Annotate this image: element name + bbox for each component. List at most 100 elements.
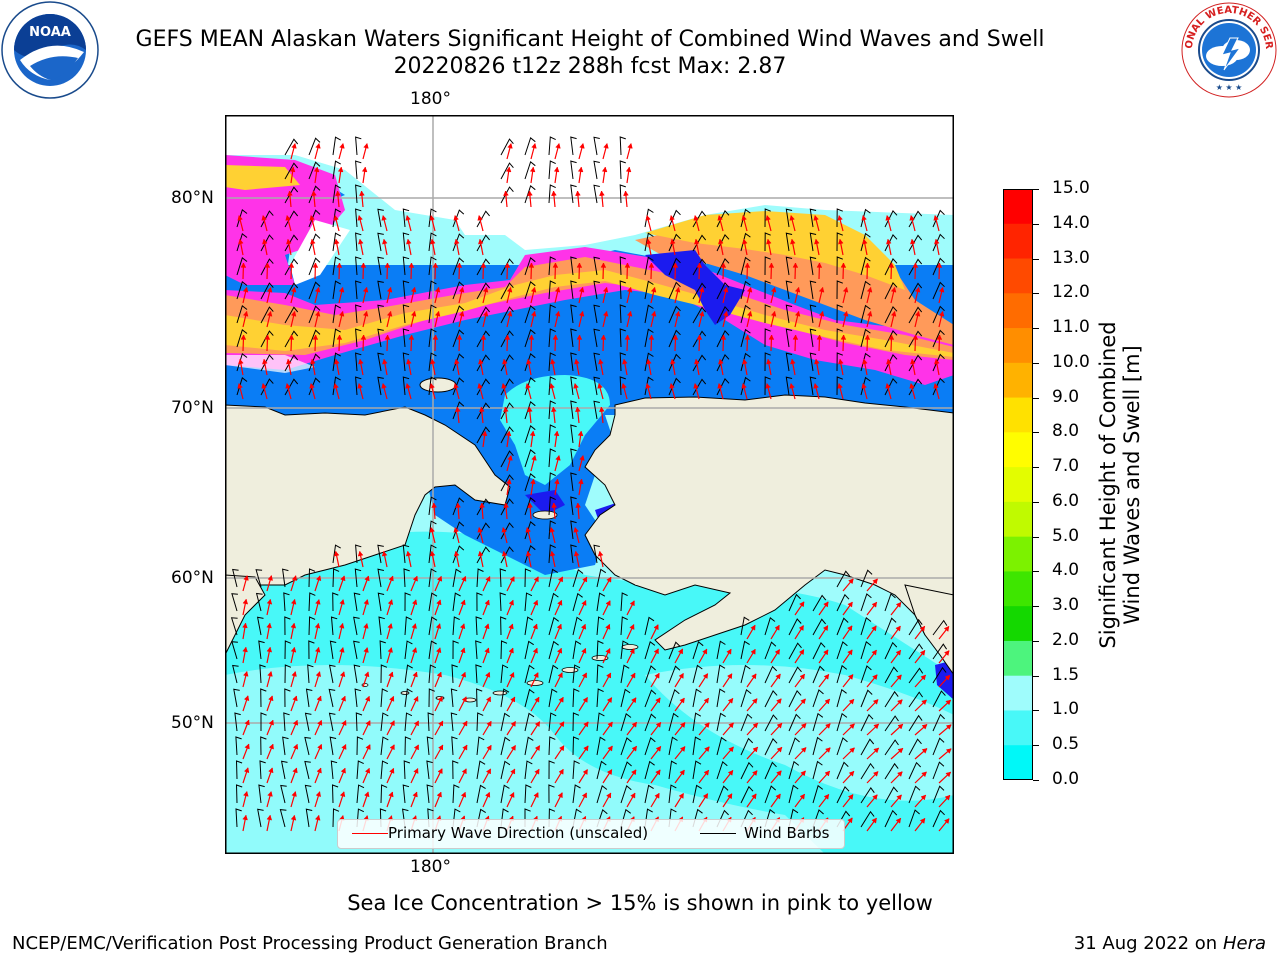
wave-arrow-head (339, 791, 346, 798)
wind-barb (524, 449, 536, 468)
wind-barb (236, 232, 248, 252)
wind-barb (235, 736, 242, 756)
wind-barb (524, 137, 536, 156)
wave-arrow-head (333, 382, 339, 389)
wind-barb (785, 328, 793, 348)
wave-arrow-head (266, 814, 273, 821)
wind-barb (740, 640, 750, 660)
wave-arrow-head (243, 790, 249, 797)
wind-barb (452, 329, 465, 348)
wave-arrow-head (601, 166, 608, 173)
wave-arrow-head (357, 382, 363, 389)
wave-arrow-head (388, 671, 394, 678)
wave-arrow-head (339, 646, 345, 653)
wind-barb (836, 328, 843, 348)
wind-barb (452, 545, 465, 564)
wind-barb (259, 760, 266, 780)
wind-barb (620, 761, 632, 780)
wave-arrow-head (510, 744, 516, 751)
wave-arrow-head (848, 770, 855, 777)
wave-arrow-head (550, 358, 556, 365)
colorbar-tick-label: 14.0 (1052, 212, 1090, 233)
wind-barb (692, 760, 702, 780)
wave-arrow-head (741, 214, 747, 221)
wave-arrow-head (365, 744, 371, 751)
wave-arrow-head (434, 310, 441, 317)
wave-arrow-head (412, 671, 418, 678)
colorbar-tick-label: 0.5 (1052, 734, 1080, 755)
wave-arrow-head (412, 791, 418, 798)
wave-arrow-head (510, 696, 516, 703)
wave-arrow-head (800, 698, 806, 705)
wave-arrow-head (482, 286, 489, 293)
wave-arrow-head (482, 310, 489, 317)
wind-barb (332, 376, 341, 396)
colorbar-tick-mark (1033, 362, 1039, 364)
wave-arrow-head (702, 648, 708, 655)
wave-arrow-head (623, 190, 629, 196)
wind-barb (884, 809, 898, 828)
wind-barb (740, 761, 754, 780)
wind-barb (860, 328, 871, 348)
wind-barb (304, 784, 312, 804)
wave-arrow-head (626, 310, 633, 317)
wave-arrow-head (895, 625, 901, 632)
wave-arrow-head (484, 623, 490, 630)
wind-barb (570, 184, 577, 204)
wave-arrow-head (912, 334, 919, 340)
colorbar-tick-label: 0.0 (1052, 769, 1080, 789)
wave-arrow-head (631, 721, 637, 728)
wave-arrow-head (655, 769, 661, 776)
wave-arrow-head (621, 382, 627, 389)
wave-arrow-head (576, 334, 583, 340)
wave-arrow-head (479, 502, 485, 508)
wind-barb (256, 616, 264, 636)
colorbar-tick-mark (1033, 258, 1039, 260)
wave-arrow-head (480, 262, 487, 268)
wave-arrow-head (405, 382, 411, 389)
wave-arrow-head (862, 238, 868, 245)
wave-arrow-head (484, 647, 490, 654)
svg-text:★ ★ ★: ★ ★ ★ (1216, 83, 1243, 92)
wind-barb (932, 353, 945, 372)
wind-barb (620, 664, 630, 684)
wind-barb (644, 352, 654, 372)
wave-arrow-head (823, 673, 830, 680)
wind-barb (476, 522, 490, 540)
wind-barb (476, 234, 490, 252)
wave-arrow-head (602, 286, 609, 293)
wind-barb (524, 736, 534, 756)
wave-arrow-head (477, 214, 483, 221)
wind-barb (644, 256, 654, 276)
wave-arrow-head (486, 720, 492, 727)
latitude-label-70: 70°N (171, 398, 214, 418)
wave-arrow-head (534, 721, 540, 728)
colorbar-tick-mark (1033, 675, 1039, 677)
wave-arrow-head (895, 649, 902, 656)
wave-arrow-head (413, 768, 419, 774)
wind-barb (304, 736, 311, 756)
wave-arrow-head (242, 646, 248, 653)
wave-arrow-head (453, 526, 459, 533)
wave-arrow-head (478, 238, 484, 245)
wind-barb (668, 281, 681, 300)
wind-barb (332, 592, 339, 612)
wave-arrow-head (406, 238, 412, 245)
wave-arrow-head (770, 310, 777, 317)
wave-arrow-head (288, 262, 295, 268)
wind-barb (548, 520, 556, 540)
wave-arrow-head (360, 334, 367, 340)
wave-arrow-head (938, 286, 945, 293)
wind-barb (836, 570, 850, 588)
wind-barb (499, 592, 506, 612)
wind-barb (305, 688, 313, 708)
wave-arrow-head (456, 262, 463, 268)
wave-arrow-head (624, 334, 631, 340)
wave-arrow-head (237, 214, 243, 221)
wave-arrow-head (460, 671, 466, 678)
wind-barb (452, 209, 465, 228)
colorbar-tick-mark (1033, 432, 1039, 434)
wind-barb (500, 688, 510, 708)
wind-barb (716, 664, 726, 684)
wave-arrow-head (388, 575, 394, 582)
